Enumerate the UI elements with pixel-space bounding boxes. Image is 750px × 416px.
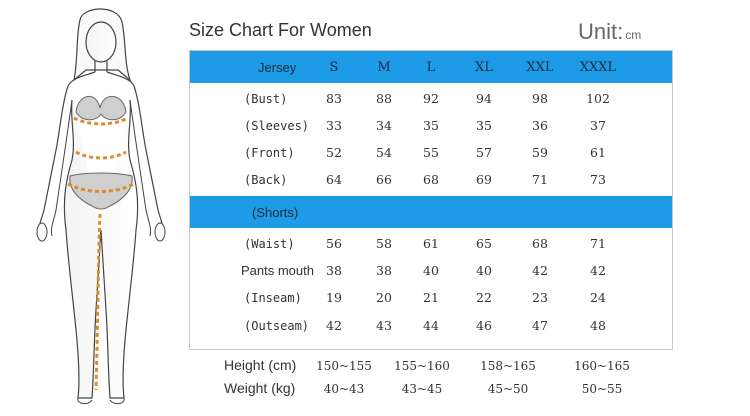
- size-value-cell: 71: [532, 172, 548, 187]
- size-header-xl: XL: [475, 60, 493, 75]
- size-header-xxl: XXL: [526, 60, 554, 75]
- size-value-cell: 61: [423, 236, 439, 251]
- size-value-cell: 98: [532, 91, 548, 106]
- size-value-cell: 42: [590, 263, 606, 278]
- size-value-cell: 54: [376, 145, 392, 160]
- size-value-cell: 68: [532, 236, 548, 251]
- weight-value-3: 45~50: [487, 382, 529, 396]
- chart-title: Size Chart For Women: [189, 20, 372, 40]
- size-value-cell: 40: [423, 263, 439, 278]
- weight-value-2: 43~45: [401, 382, 443, 396]
- shorts-header: (Shorts): [252, 205, 299, 220]
- size-value-cell: 73: [590, 172, 606, 187]
- size-value-cell: 37: [590, 118, 606, 133]
- size-value-cell: 34: [376, 118, 392, 133]
- height-value-3: 158~165: [480, 359, 536, 373]
- size-value-cell: 58: [376, 236, 392, 251]
- size-value-cell: 38: [376, 263, 392, 278]
- size-header-xxxl: XXXL: [579, 60, 617, 75]
- size-value-cell: 55: [423, 145, 439, 160]
- size-value-cell: 42: [326, 318, 342, 333]
- size-value-cell: 69: [476, 172, 492, 187]
- jersey-header: Jersey: [258, 60, 297, 75]
- jersey-header-band: [190, 51, 672, 83]
- size-header-m: M: [377, 60, 391, 75]
- size-value-cell: 44: [423, 318, 439, 333]
- size-value-cell: 38: [326, 263, 342, 278]
- size-value-cell: 20: [376, 290, 392, 305]
- size-value-cell: 56: [326, 236, 342, 251]
- row-label: Pants mouth: [241, 263, 314, 278]
- size-value-cell: 42: [532, 263, 548, 278]
- size-value-cell: 64: [326, 172, 342, 187]
- size-value-cell: 83: [326, 91, 342, 106]
- row-label: (Bust): [244, 92, 288, 106]
- body-figure-illustration: [36, 8, 166, 405]
- size-value-cell: 33: [326, 118, 342, 133]
- row-label: (Waist): [244, 237, 295, 251]
- row-label: (Inseam): [244, 291, 302, 305]
- unit-value: cm: [625, 28, 642, 42]
- shorts-header-band: [190, 196, 672, 228]
- size-value-cell: 35: [423, 118, 439, 133]
- size-value-cell: 43: [376, 318, 392, 333]
- size-value-cell: 61: [590, 145, 606, 160]
- height-value-4: 160~165: [574, 359, 630, 373]
- size-value-cell: 46: [476, 318, 492, 333]
- size-value-cell: 47: [532, 318, 548, 333]
- size-value-cell: 65: [476, 236, 492, 251]
- size-header-s: S: [329, 60, 339, 75]
- size-value-cell: 66: [376, 172, 392, 187]
- size-value-cell: 57: [476, 145, 492, 160]
- inseam-measure-line: [94, 213, 102, 391]
- size-value-cell: 40: [476, 263, 492, 278]
- weight-value-1: 40~43: [323, 382, 365, 396]
- height-value-2: 155~160: [394, 359, 450, 373]
- height-value-1: 150~155: [316, 359, 372, 373]
- size-value-cell: 52: [326, 145, 342, 160]
- size-value-cell: 68: [423, 172, 439, 187]
- weight-label: Weight (kg): [224, 380, 296, 396]
- size-value-cell: 36: [532, 118, 548, 133]
- row-label: (Sleeves): [244, 119, 310, 133]
- size-value-cell: 21: [423, 290, 439, 305]
- height-label: Height (cm): [224, 357, 297, 373]
- size-value-cell: 22: [476, 290, 492, 305]
- size-value-cell: 102: [586, 91, 610, 106]
- size-value-cell: 24: [590, 290, 606, 305]
- size-value-cell: 23: [532, 290, 548, 305]
- weight-value-4: 50~55: [581, 382, 623, 396]
- unit-label: Unit: cm: [578, 19, 641, 45]
- size-value-cell: 59: [532, 145, 548, 160]
- unit-prefix: Unit:: [578, 19, 624, 44]
- row-label: (Back): [244, 173, 288, 187]
- size-value-cell: 88: [376, 91, 392, 106]
- row-label: (Front): [244, 146, 295, 160]
- size-value-cell: 35: [476, 118, 492, 133]
- size-value-cell: 48: [590, 318, 606, 333]
- size-value-cell: 92: [423, 91, 439, 106]
- size-chart-table: Jersey S M L XL XXL XXXL (Shorts) (Bust)…: [189, 50, 673, 350]
- size-value-cell: 19: [326, 290, 342, 305]
- size-header-l: L: [426, 60, 436, 75]
- size-value-cell: 71: [590, 236, 606, 251]
- bust-measure-line: [73, 116, 129, 126]
- row-label: (Outseam): [244, 319, 310, 333]
- size-value-cell: 94: [476, 91, 492, 106]
